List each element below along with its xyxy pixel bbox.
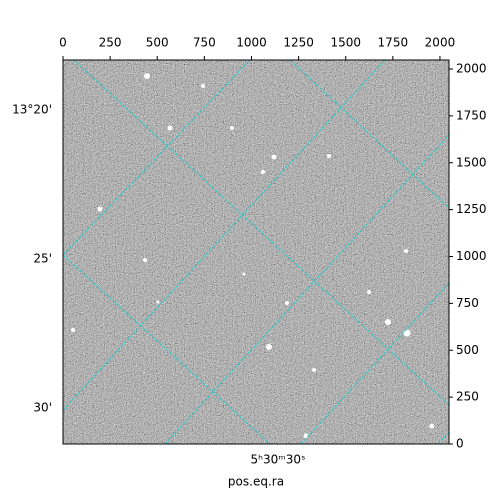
x-axis-label: pos.eq.ra	[228, 475, 284, 489]
y-tick-label: 1750	[456, 108, 487, 122]
y-tick-label: 0	[456, 437, 464, 451]
world-grid	[63, 60, 449, 444]
world-x-label: 5ʰ30ᵐ30ˢ	[251, 453, 306, 467]
y-tick-label: 500	[456, 343, 479, 357]
sky-image	[63, 60, 449, 444]
world-y-label: 13°20'	[12, 103, 52, 117]
y-tick-label: 1500	[456, 155, 487, 169]
y-tick-label: 2000	[456, 62, 487, 76]
x-tick-label: 500	[146, 36, 169, 50]
x-tick-label: 250	[99, 36, 122, 50]
y-tick-label: 1250	[456, 202, 487, 216]
x-tick-label: 2000	[425, 36, 456, 50]
x-tick-label: 750	[193, 36, 216, 50]
y-tick-label: 250	[456, 390, 479, 404]
x-tick-label: 1500	[330, 36, 361, 50]
world-y-label: 30'	[33, 401, 52, 415]
y-tick-label: 1000	[456, 249, 487, 263]
x-tick-label: 0	[59, 36, 67, 50]
y-tick-label: 750	[456, 296, 479, 310]
x-tick-label: 1250	[283, 36, 314, 50]
axes-frame	[62, 59, 450, 445]
stars	[71, 73, 435, 439]
x-tick-label: 1000	[236, 36, 267, 50]
world-y-label: 25'	[33, 252, 52, 266]
x-tick-label: 1750	[378, 36, 409, 50]
